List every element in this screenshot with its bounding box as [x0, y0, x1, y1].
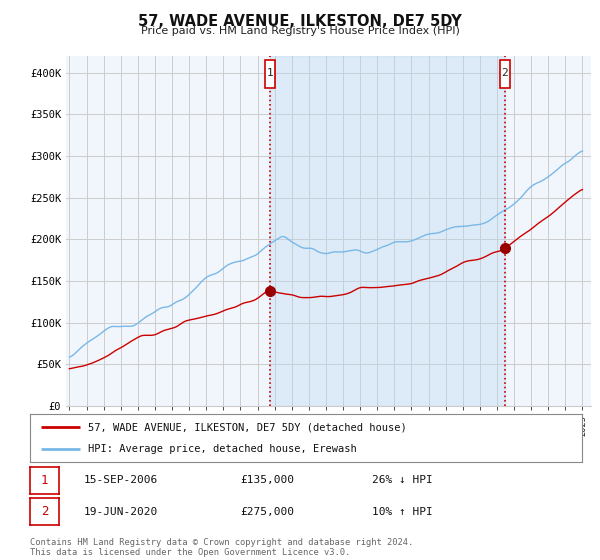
Text: 19-JUN-2020: 19-JUN-2020 — [84, 507, 158, 517]
Text: HPI: Average price, detached house, Erewash: HPI: Average price, detached house, Erew… — [88, 444, 357, 454]
Bar — [265, 59, 275, 87]
Text: 15-SEP-2006: 15-SEP-2006 — [84, 475, 158, 486]
Text: 26% ↓ HPI: 26% ↓ HPI — [372, 475, 433, 486]
Text: 1: 1 — [266, 68, 273, 78]
Text: 10% ↑ HPI: 10% ↑ HPI — [372, 507, 433, 517]
Text: 57, WADE AVENUE, ILKESTON, DE7 5DY: 57, WADE AVENUE, ILKESTON, DE7 5DY — [138, 14, 462, 29]
Text: £275,000: £275,000 — [240, 507, 294, 517]
Text: 57, WADE AVENUE, ILKESTON, DE7 5DY (detached house): 57, WADE AVENUE, ILKESTON, DE7 5DY (deta… — [88, 422, 407, 432]
Bar — [269, 56, 505, 406]
Text: Contains HM Land Registry data © Crown copyright and database right 2024.
This d: Contains HM Land Registry data © Crown c… — [30, 538, 413, 557]
Text: £135,000: £135,000 — [240, 475, 294, 486]
Text: 2: 2 — [41, 505, 48, 519]
Text: 2: 2 — [502, 68, 508, 78]
Text: 1: 1 — [41, 474, 48, 487]
Text: Price paid vs. HM Land Registry's House Price Index (HPI): Price paid vs. HM Land Registry's House … — [140, 26, 460, 36]
Bar — [500, 59, 510, 87]
